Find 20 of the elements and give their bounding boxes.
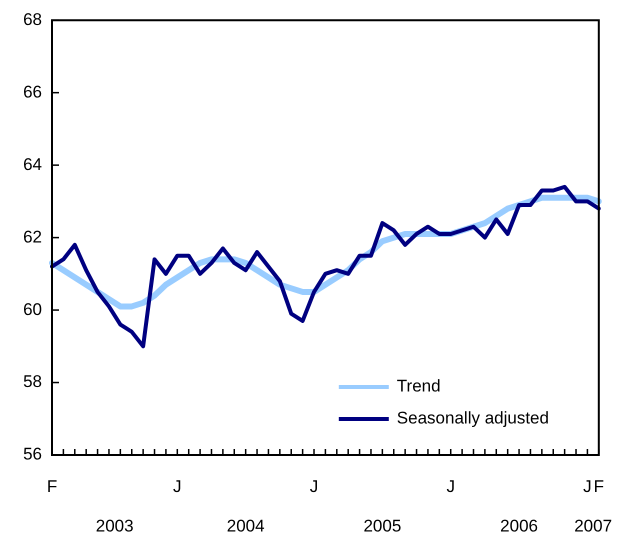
x-tick-label: F xyxy=(594,476,604,496)
legend-label: Trend xyxy=(396,376,441,396)
y-tick-label: 66 xyxy=(23,82,42,102)
x-tick-label: J xyxy=(310,476,318,496)
text: 2003 xyxy=(96,516,134,536)
text: 2007 xyxy=(574,516,612,536)
y-tick-label: 58 xyxy=(23,372,42,392)
x-tick-label: F xyxy=(46,476,58,496)
y-tick-label: 64 xyxy=(23,154,42,174)
y-tick-label: 68 xyxy=(23,10,42,29)
x-tick-label: J xyxy=(173,476,182,496)
y-tick-label: 60 xyxy=(23,300,42,319)
text: 2005 xyxy=(363,516,402,536)
y-tick-label: 62 xyxy=(23,227,42,246)
x-tick-label: J xyxy=(583,476,592,496)
legend-label: Seasonally adjusted xyxy=(396,408,549,428)
x-tick-label: J xyxy=(446,476,455,496)
text: 2006 xyxy=(500,516,538,536)
y-tick-label: 56 xyxy=(23,444,42,464)
text: 2004 xyxy=(226,516,265,536)
